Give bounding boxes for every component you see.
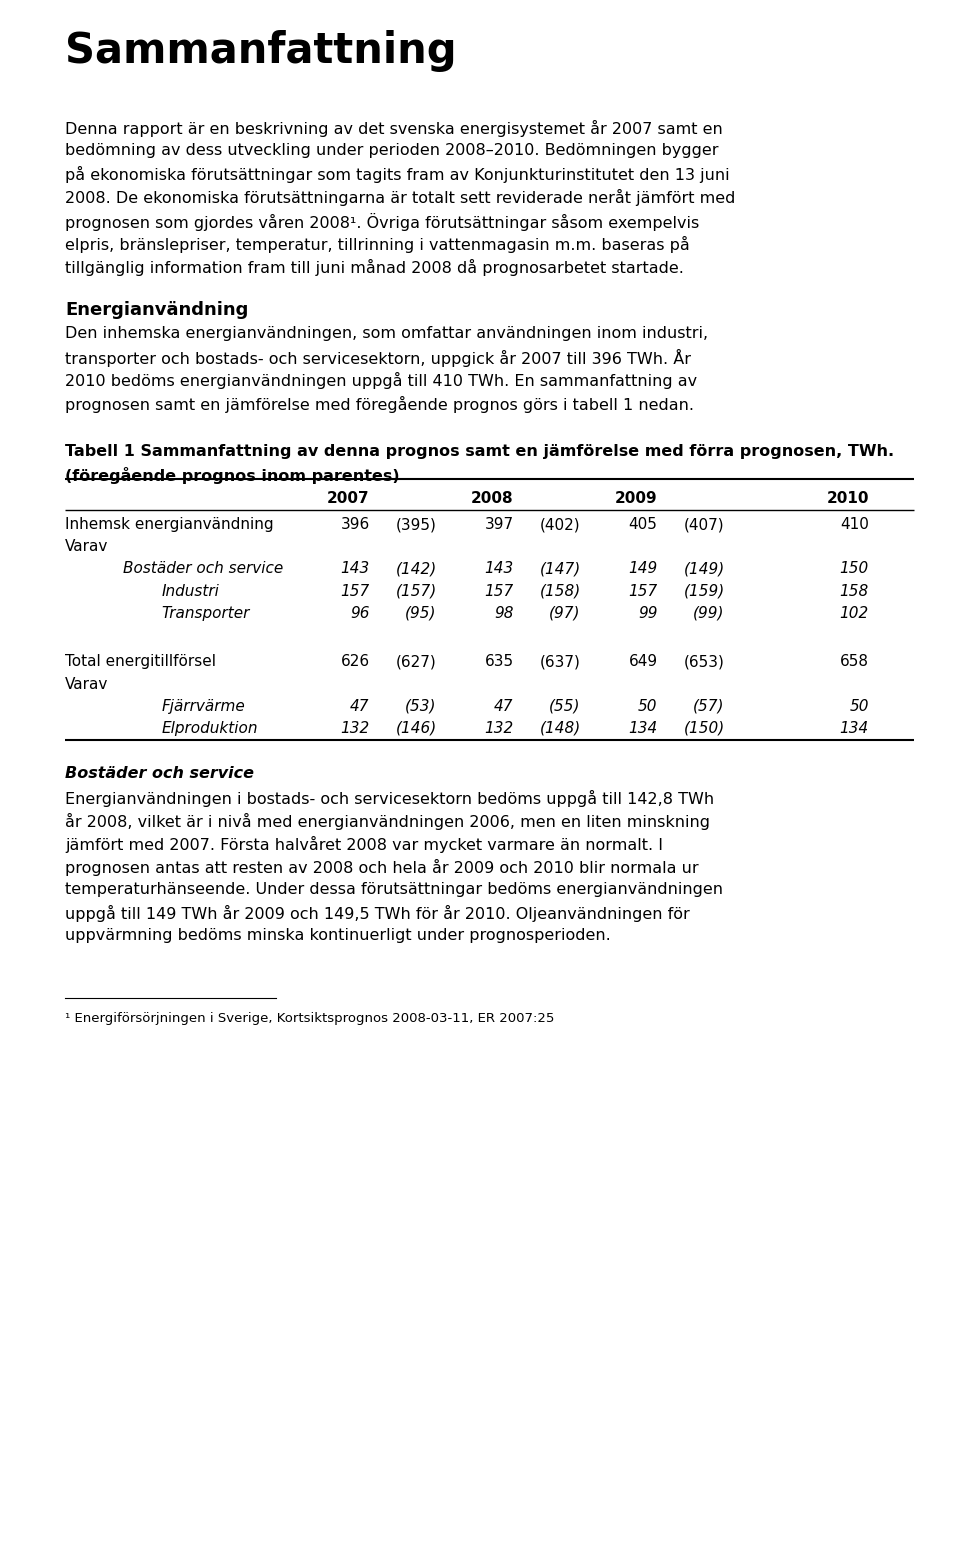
Text: 50: 50 xyxy=(638,700,658,713)
Text: uppvärmning bedöms minska kontinuerligt under prognosperioden.: uppvärmning bedöms minska kontinuerligt … xyxy=(65,929,611,943)
Text: 149: 149 xyxy=(629,561,658,577)
Text: elpris, bränslepriser, temperatur, tillrinning i vattenmagasin m.m. baseras på: elpris, bränslepriser, temperatur, tillr… xyxy=(65,236,690,253)
Text: 157: 157 xyxy=(341,583,370,599)
Text: (97): (97) xyxy=(549,606,581,620)
Text: 157: 157 xyxy=(629,583,658,599)
Text: 143: 143 xyxy=(341,561,370,577)
Text: (föregående prognos inom parentes): (föregående prognos inom parentes) xyxy=(65,467,400,484)
Text: 396: 396 xyxy=(341,516,370,532)
Text: Fjärrvärme: Fjärrvärme xyxy=(161,700,245,713)
Text: (407): (407) xyxy=(684,516,725,532)
Text: 47: 47 xyxy=(494,700,514,713)
Text: 2010: 2010 xyxy=(827,490,869,506)
Text: (158): (158) xyxy=(540,583,581,599)
Text: Bostäder och service: Bostäder och service xyxy=(123,561,283,577)
Text: jämfört med 2007. Första halvåret 2008 var mycket varmare än normalt. I: jämfört med 2007. Första halvåret 2008 v… xyxy=(65,836,663,853)
Text: (55): (55) xyxy=(549,700,581,713)
Text: Transporter: Transporter xyxy=(161,606,250,620)
Text: uppgå till 149 TWh år 2009 och 149,5 TWh för år 2010. Oljeanvändningen för: uppgå till 149 TWh år 2009 och 149,5 TWh… xyxy=(65,906,690,923)
Text: transporter och bostads- och servicesektorn, uppgick år 2007 till 396 TWh. År: transporter och bostads- och servicesekt… xyxy=(65,349,691,368)
Text: 158: 158 xyxy=(840,583,869,599)
Text: Energianvändning: Energianvändning xyxy=(65,301,249,318)
Text: 143: 143 xyxy=(485,561,514,577)
Text: Energianvändningen i bostads- och servicesektorn bedöms uppgå till 142,8 TWh: Energianvändningen i bostads- och servic… xyxy=(65,789,714,807)
Text: (142): (142) xyxy=(396,561,437,577)
Text: Denna rapport är en beskrivning av det svenska energisystemet år 2007 samt en: Denna rapport är en beskrivning av det s… xyxy=(65,119,723,136)
Text: (146): (146) xyxy=(396,721,437,735)
Text: 98: 98 xyxy=(494,606,514,620)
Text: (53): (53) xyxy=(405,700,437,713)
Text: 2007: 2007 xyxy=(327,490,370,506)
Text: (395): (395) xyxy=(396,516,437,532)
Text: 2008: 2008 xyxy=(471,490,514,506)
Text: ¹ Energiförsörjningen i Sverige, Kortsiktsprognos 2008-03-11, ER 2007:25: ¹ Energiförsörjningen i Sverige, Kortsik… xyxy=(65,1011,555,1025)
Text: (159): (159) xyxy=(684,583,725,599)
Text: 47: 47 xyxy=(350,700,370,713)
Text: Varav: Varav xyxy=(65,676,108,692)
Text: (148): (148) xyxy=(540,721,581,735)
Text: temperaturhänseende. Under dessa förutsättningar bedöms energianvändningen: temperaturhänseende. Under dessa förutsä… xyxy=(65,883,723,896)
Text: tillgänglig information fram till juni månad 2008 då prognosarbetet startade.: tillgänglig information fram till juni m… xyxy=(65,259,684,276)
Text: 99: 99 xyxy=(638,606,658,620)
Text: prognosen samt en jämförelse med föregående prognos görs i tabell 1 nedan.: prognosen samt en jämförelse med föregåe… xyxy=(65,396,694,413)
Text: Inhemsk energianvändning: Inhemsk energianvändning xyxy=(65,516,274,532)
Text: Total energitillförsel: Total energitillförsel xyxy=(65,655,216,670)
Text: (99): (99) xyxy=(693,606,725,620)
Text: prognosen som gjordes våren 2008¹. Övriga förutsättningar såsom exempelvis: prognosen som gjordes våren 2008¹. Övrig… xyxy=(65,212,700,231)
Text: 96: 96 xyxy=(350,606,370,620)
Text: Elproduktion: Elproduktion xyxy=(161,721,258,735)
Text: 2010 bedöms energianvändningen uppgå till 410 TWh. En sammanfattning av: 2010 bedöms energianvändningen uppgå til… xyxy=(65,372,697,389)
Text: (402): (402) xyxy=(540,516,581,532)
Text: 397: 397 xyxy=(485,516,514,532)
Text: 2008. De ekonomiska förutsättningarna är totalt sett reviderade neråt jämfört me: 2008. De ekonomiska förutsättningarna är… xyxy=(65,189,735,206)
Text: 132: 132 xyxy=(341,721,370,735)
Text: 405: 405 xyxy=(629,516,658,532)
Text: 132: 132 xyxy=(485,721,514,735)
Text: 626: 626 xyxy=(341,655,370,670)
Text: Sammanfattning: Sammanfattning xyxy=(65,29,457,71)
Text: 134: 134 xyxy=(840,721,869,735)
Text: 134: 134 xyxy=(629,721,658,735)
Text: 410: 410 xyxy=(840,516,869,532)
Text: (149): (149) xyxy=(684,561,725,577)
Text: Den inhemska energianvändningen, som omfattar användningen inom industri,: Den inhemska energianvändningen, som omf… xyxy=(65,326,708,341)
Text: bedömning av dess utveckling under perioden 2008–2010. Bedömningen bygger: bedömning av dess utveckling under perio… xyxy=(65,143,719,158)
Text: 635: 635 xyxy=(485,655,514,670)
Text: Bostäder och service: Bostäder och service xyxy=(65,766,254,782)
Text: Tabell 1 Sammanfattning av denna prognos samt en jämförelse med förra prognosen,: Tabell 1 Sammanfattning av denna prognos… xyxy=(65,444,895,459)
Text: (95): (95) xyxy=(405,606,437,620)
Text: Varav: Varav xyxy=(65,540,108,554)
Text: (653): (653) xyxy=(684,655,725,670)
Text: (57): (57) xyxy=(693,700,725,713)
Text: 102: 102 xyxy=(840,606,869,620)
Text: 658: 658 xyxy=(840,655,869,670)
Text: 157: 157 xyxy=(485,583,514,599)
Text: 649: 649 xyxy=(629,655,658,670)
Text: (147): (147) xyxy=(540,561,581,577)
Text: 150: 150 xyxy=(840,561,869,577)
Text: (150): (150) xyxy=(684,721,725,735)
Text: (157): (157) xyxy=(396,583,437,599)
Text: (637): (637) xyxy=(540,655,581,670)
Text: prognosen antas att resten av 2008 och hela år 2009 och 2010 blir normala ur: prognosen antas att resten av 2008 och h… xyxy=(65,859,699,876)
Text: (627): (627) xyxy=(396,655,437,670)
Text: år 2008, vilket är i nivå med energianvändningen 2006, men en liten minskning: år 2008, vilket är i nivå med energianvä… xyxy=(65,813,710,830)
Text: på ekonomiska förutsättningar som tagits fram av Konjunkturinstitutet den 13 jun: på ekonomiska förutsättningar som tagits… xyxy=(65,166,730,183)
Text: 2009: 2009 xyxy=(615,490,658,506)
Text: 50: 50 xyxy=(850,700,869,713)
Text: Industri: Industri xyxy=(161,583,219,599)
